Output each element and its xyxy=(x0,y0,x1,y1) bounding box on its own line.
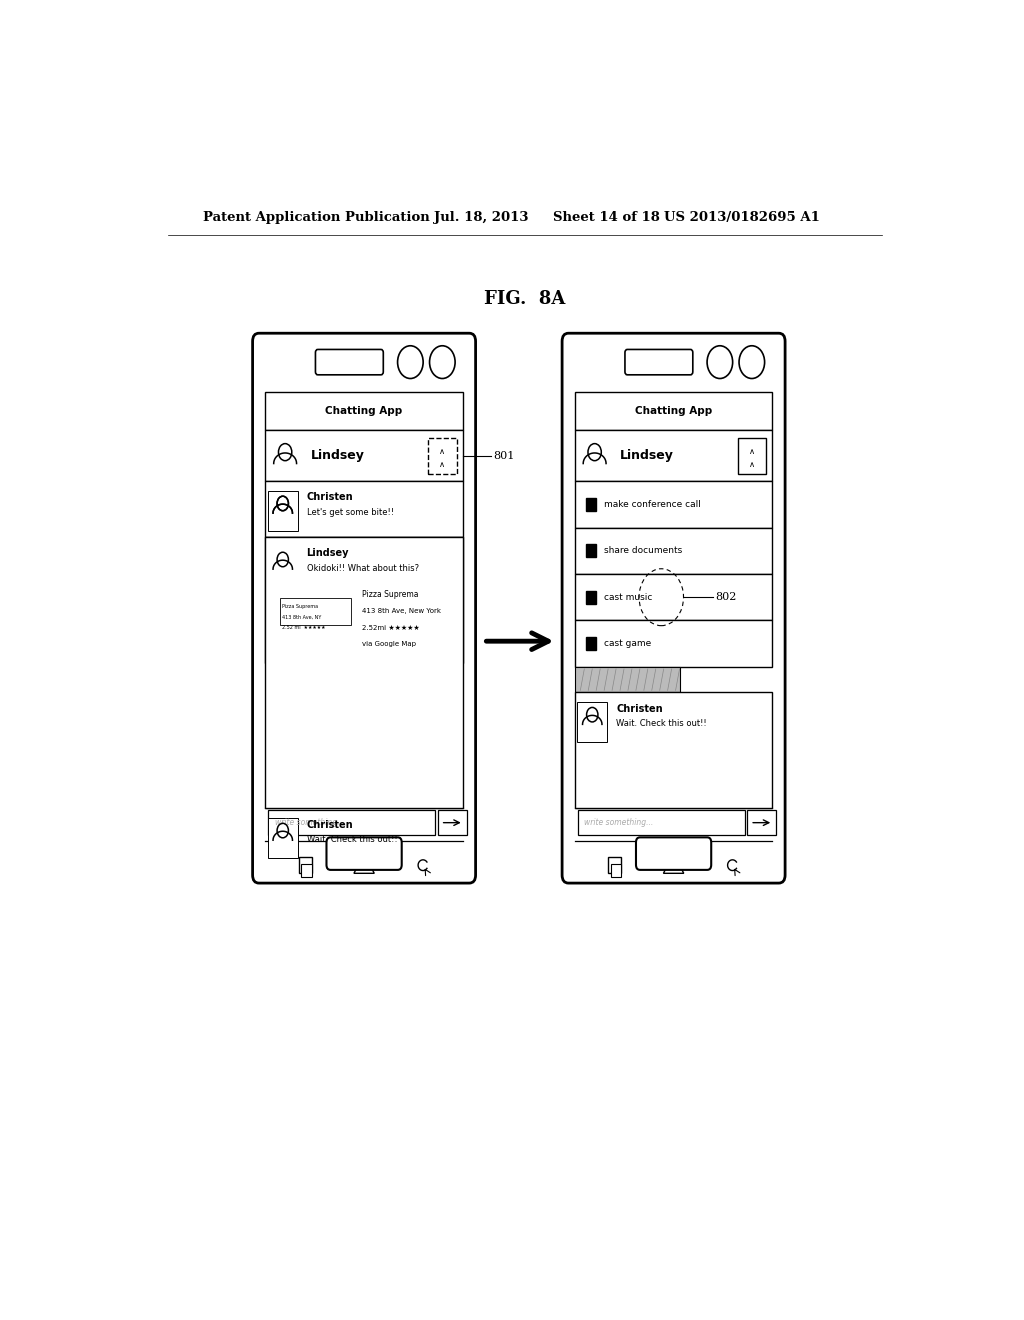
Text: Patent Application Publication: Patent Application Publication xyxy=(204,211,430,224)
Bar xyxy=(428,437,457,474)
Bar xyxy=(586,638,596,651)
Bar xyxy=(737,437,766,474)
Text: make conference call: make conference call xyxy=(604,500,701,510)
Bar xyxy=(437,810,467,836)
Text: FIG.  8A: FIG. 8A xyxy=(484,289,565,308)
Text: 2.52mi ★★★★★: 2.52mi ★★★★★ xyxy=(362,624,420,631)
Text: Christen: Christen xyxy=(306,492,353,503)
Text: Okidoki!! What about this?: Okidoki!! What about this? xyxy=(306,564,419,573)
FancyBboxPatch shape xyxy=(625,350,693,375)
Text: share documents: share documents xyxy=(604,546,682,556)
Text: Pizza Suprema: Pizza Suprema xyxy=(362,590,419,599)
Bar xyxy=(574,482,772,528)
Text: Lindsey: Lindsey xyxy=(310,449,365,462)
Text: US 2013/0182695 A1: US 2013/0182695 A1 xyxy=(664,211,819,224)
Bar xyxy=(265,482,463,537)
Text: 2.52 mi  ★★★★★: 2.52 mi ★★★★★ xyxy=(282,624,326,630)
Text: Sheet 14 of 18: Sheet 14 of 18 xyxy=(553,211,659,224)
Bar xyxy=(276,583,354,652)
Text: Christen: Christen xyxy=(306,820,353,829)
Text: write something...: write something... xyxy=(274,818,344,828)
Text: ∧: ∧ xyxy=(439,447,445,455)
Text: Pizza Suprema: Pizza Suprema xyxy=(282,605,318,610)
Bar xyxy=(586,498,596,511)
Text: write something...: write something... xyxy=(585,818,653,828)
Bar xyxy=(608,857,622,874)
Text: Christen: Christen xyxy=(616,704,663,714)
Bar xyxy=(574,392,772,430)
Bar xyxy=(578,702,607,742)
Bar xyxy=(301,863,311,876)
Text: 413 8th Ave, NY: 413 8th Ave, NY xyxy=(282,615,322,619)
Bar xyxy=(265,537,463,808)
Text: Let's get some bite!!: Let's get some bite!! xyxy=(306,508,393,517)
Text: Chatting App: Chatting App xyxy=(635,407,713,416)
Text: 413 8th Ave, New York: 413 8th Ave, New York xyxy=(362,609,441,614)
Bar xyxy=(586,590,596,603)
Bar xyxy=(268,810,435,836)
FancyBboxPatch shape xyxy=(562,333,785,883)
Text: Wait. Check this out!!: Wait. Check this out!! xyxy=(616,719,707,729)
Text: Jul. 18, 2013: Jul. 18, 2013 xyxy=(433,211,528,224)
Bar xyxy=(748,810,776,836)
Bar xyxy=(280,598,351,624)
Bar xyxy=(611,863,622,876)
Text: Chatting App: Chatting App xyxy=(326,407,402,416)
Bar xyxy=(586,544,596,557)
Text: ∧: ∧ xyxy=(749,461,755,470)
Bar xyxy=(574,693,772,808)
FancyBboxPatch shape xyxy=(315,350,383,375)
Bar xyxy=(299,857,311,874)
Bar xyxy=(574,528,772,574)
Bar xyxy=(574,667,680,693)
Text: cast music: cast music xyxy=(604,593,652,602)
FancyBboxPatch shape xyxy=(253,333,475,883)
Text: 802: 802 xyxy=(716,593,736,602)
Text: via Google Map: via Google Map xyxy=(362,640,416,647)
Bar xyxy=(265,537,463,663)
FancyBboxPatch shape xyxy=(636,837,712,870)
Text: ∧: ∧ xyxy=(439,461,445,470)
Text: Lindsey: Lindsey xyxy=(306,548,349,558)
Bar xyxy=(268,818,298,858)
FancyBboxPatch shape xyxy=(327,837,401,870)
Bar xyxy=(268,491,298,531)
Text: Wait. Check this out!!: Wait. Check this out!! xyxy=(306,836,397,845)
Bar xyxy=(265,392,463,430)
Text: Lindsey: Lindsey xyxy=(621,449,674,462)
Text: 801: 801 xyxy=(494,451,514,461)
Bar xyxy=(578,810,744,836)
Text: cast game: cast game xyxy=(604,639,651,648)
Bar xyxy=(574,574,772,620)
Bar xyxy=(574,620,772,667)
Text: ∧: ∧ xyxy=(749,447,755,455)
Bar xyxy=(574,430,772,482)
Bar xyxy=(265,430,463,482)
Bar xyxy=(268,546,298,587)
